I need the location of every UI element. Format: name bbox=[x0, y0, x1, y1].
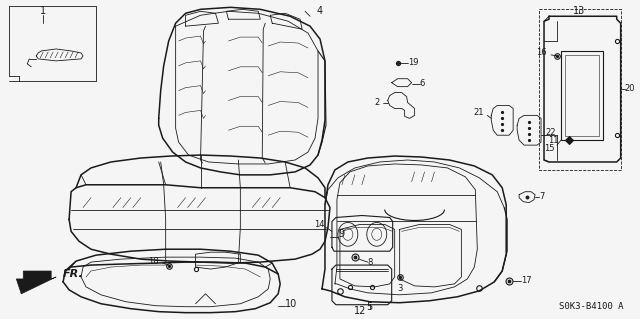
Text: 11: 11 bbox=[548, 136, 559, 145]
Text: 17: 17 bbox=[521, 277, 532, 286]
Text: 6: 6 bbox=[420, 79, 425, 88]
Text: 22: 22 bbox=[545, 128, 556, 137]
Text: 15: 15 bbox=[545, 144, 555, 152]
Text: 10: 10 bbox=[285, 299, 298, 309]
Text: 18: 18 bbox=[148, 256, 159, 266]
Text: 12: 12 bbox=[354, 306, 366, 316]
Text: 5: 5 bbox=[367, 302, 373, 312]
Bar bbox=[539, 9, 621, 170]
Text: 21: 21 bbox=[474, 108, 484, 117]
Text: 1: 1 bbox=[40, 6, 46, 16]
Text: S0K3-B4100 A: S0K3-B4100 A bbox=[559, 302, 623, 311]
Text: 2: 2 bbox=[374, 98, 380, 107]
Text: 16: 16 bbox=[536, 48, 547, 57]
Text: 8: 8 bbox=[368, 258, 373, 267]
Polygon shape bbox=[17, 271, 56, 294]
Text: 13: 13 bbox=[573, 6, 585, 16]
Text: 4: 4 bbox=[317, 6, 323, 16]
Text: 20: 20 bbox=[625, 84, 635, 93]
Text: 19: 19 bbox=[408, 58, 418, 67]
Text: 14: 14 bbox=[314, 220, 325, 229]
Text: FR.: FR. bbox=[63, 269, 84, 279]
Text: 7: 7 bbox=[539, 192, 545, 201]
Text: 9: 9 bbox=[338, 229, 344, 239]
Text: 3: 3 bbox=[397, 284, 403, 293]
Bar bbox=[565, 55, 599, 136]
Bar bbox=[561, 51, 603, 140]
